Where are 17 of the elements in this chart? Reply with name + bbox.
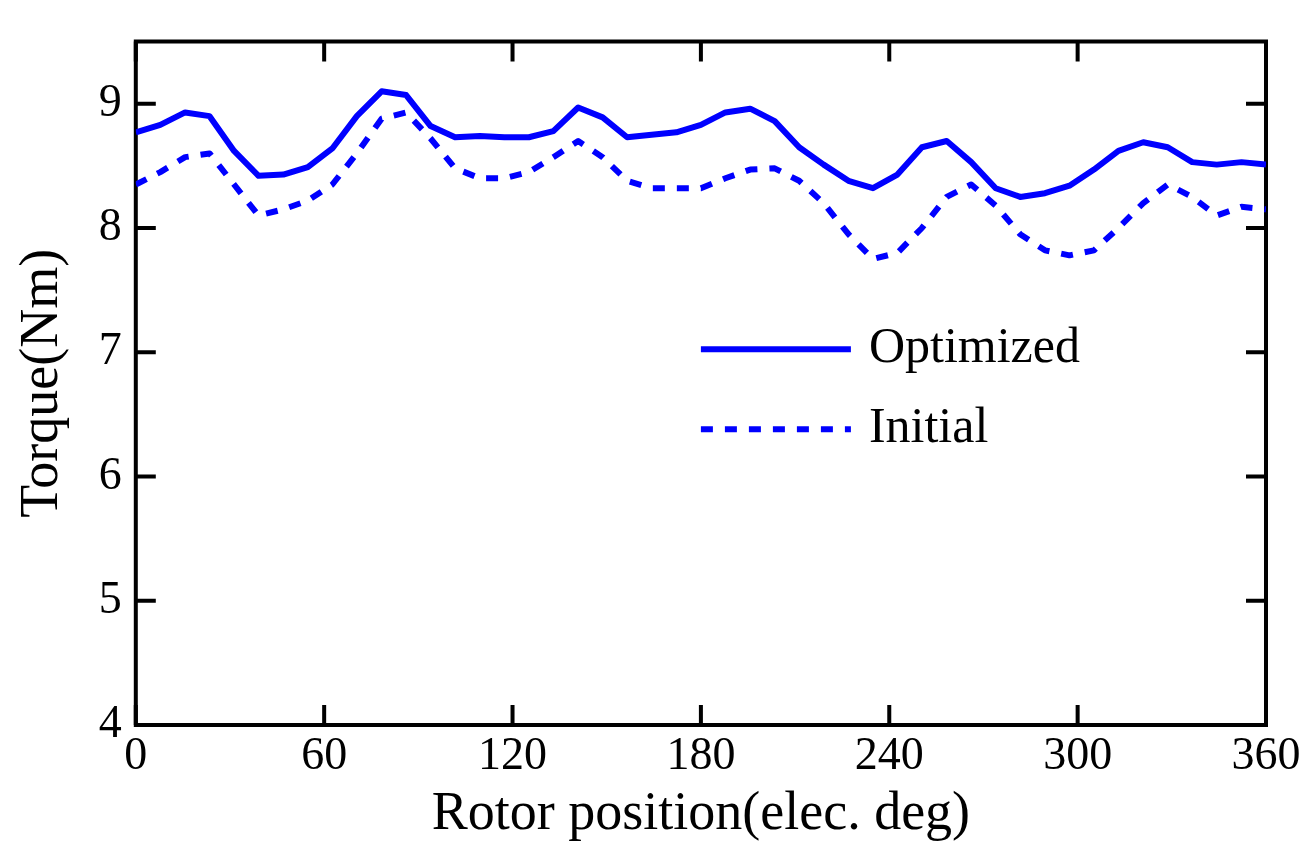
y-tick-label: 9 [98,74,122,126]
y-tick-label: 8 [98,199,122,251]
x-tick-label: 360 [1231,727,1301,779]
x-tick-label: 300 [1043,727,1113,779]
y-tick-label: 7 [98,323,122,375]
x-tick-label: 60 [301,727,348,779]
y-axis-title: Torque(Nm) [8,248,69,518]
x-tick-label: 240 [854,727,924,779]
x-tick-label: 0 [124,727,148,779]
legend-label: Optimized [868,317,1080,374]
legend-label: Initial [868,397,989,454]
x-tick-label: 120 [478,727,548,779]
y-tick-label: 4 [98,696,122,748]
y-tick-label: 6 [98,447,122,499]
y-tick-label: 5 [98,571,122,623]
x-axis-title: Rotor position(elec. deg) [431,780,971,841]
x-tick-label: 180 [666,727,736,779]
